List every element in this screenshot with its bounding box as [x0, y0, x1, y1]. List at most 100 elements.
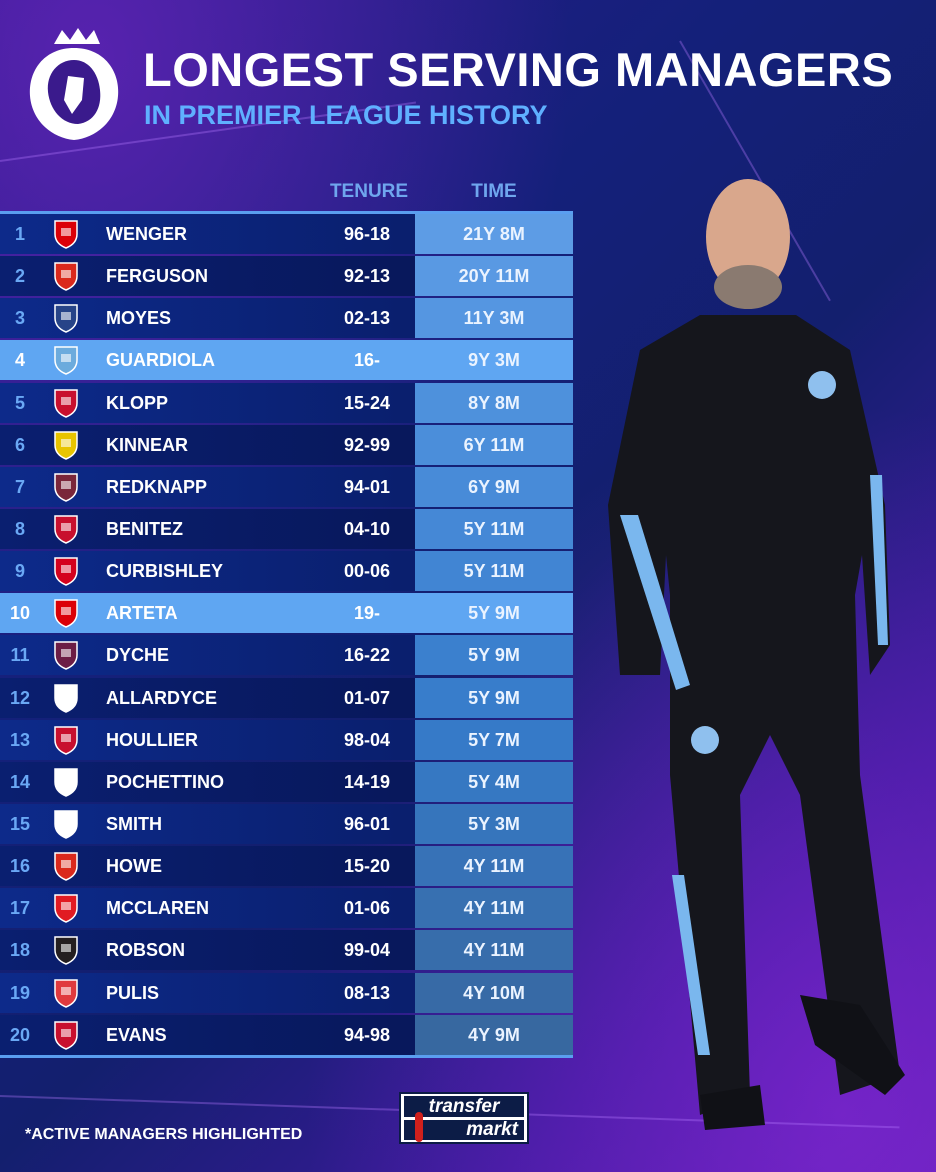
rank: 10 — [9, 603, 31, 624]
time-served: 5Y 9M — [415, 677, 573, 718]
rank: 7 — [14, 476, 26, 497]
tenure: 99-04 — [343, 940, 391, 961]
time-served: 9Y 3M — [468, 350, 520, 371]
arsenal-crest-icon — [54, 599, 78, 629]
rank: 1 — [14, 224, 26, 244]
footnote: *ACTIVE MANAGERS HIGHLIGHTED — [25, 1126, 303, 1143]
charlton-crest-icon — [54, 557, 78, 586]
table-row: 8 BENITEZ 04-10 5Y 11M — [0, 508, 573, 549]
table-row: 3 MOYES 02-13 11Y 3M — [0, 298, 573, 339]
table-row: 12 ALLARDYCE 01-07 5Y 9M — [0, 677, 573, 718]
time-served: 20Y 11M — [415, 256, 573, 297]
manager-name: POCHETTINO — [106, 771, 225, 792]
bolton-crest-icon — [54, 683, 78, 713]
table-row: 6 KINNEAR 92-99 6Y 11M — [0, 424, 573, 465]
table-row: 5 KLOPP 15-24 8Y 8M — [0, 382, 573, 423]
manager-name: PULIS — [106, 982, 160, 1003]
player-figure-icon — [415, 1112, 423, 1142]
man-city-crest-icon — [54, 346, 78, 376]
manager-name: SMITH — [106, 813, 162, 834]
rank: 14 — [9, 771, 31, 792]
table-row: 4 GUARDIOLA 16- 9Y 3M — [0, 340, 573, 381]
tenure: 08-13 — [343, 982, 391, 1003]
rank: 13 — [9, 729, 31, 750]
manager-name: GUARDIOLA — [106, 350, 215, 371]
liverpool-crest-icon — [54, 1020, 78, 1050]
liverpool-crest-icon — [54, 388, 78, 418]
page-subtitle: IN PREMIER LEAGUE HISTORY — [144, 100, 548, 130]
tenure: 04-10 — [343, 518, 391, 539]
table-row: 11 DYCHE 16-22 5Y 9M — [0, 635, 573, 676]
rank: 11 — [10, 645, 30, 666]
rank: 18 — [9, 940, 31, 961]
time-served: 4Y 10M — [415, 972, 573, 1013]
manager-name: ROBSON — [106, 940, 186, 961]
newcastle-crest-icon — [54, 936, 78, 966]
rank: 16 — [9, 856, 31, 877]
arsenal-crest-icon — [54, 220, 78, 249]
manager-name: ARTETA — [106, 603, 178, 624]
page-title: LONGEST SERVING MANAGERS — [143, 43, 894, 96]
rank: 3 — [14, 308, 26, 329]
manager-name: MOYES — [106, 308, 172, 329]
wimbledon-crest-icon — [54, 430, 78, 460]
table-row: 15 SMITH 96-01 5Y 3M — [0, 803, 573, 844]
table-row: 16 HOWE 15-20 4Y 11M — [0, 846, 573, 887]
table-row: 19 PULIS 08-13 4Y 10M — [0, 972, 573, 1013]
tottenham-crest-icon — [54, 768, 78, 797]
table-row: 18 ROBSON 99-04 4Y 11M — [0, 930, 573, 971]
rank: 20 — [9, 1024, 31, 1045]
tenure: 94-01 — [343, 476, 391, 497]
manager-name: KLOPP — [106, 392, 169, 413]
manager-name: DYCHE — [106, 645, 170, 666]
manager-name: MCCLAREN — [106, 898, 209, 919]
rank: 5 — [14, 392, 26, 413]
time-served: 5Y 4M — [415, 761, 573, 802]
column-header-tenure: TENURE — [329, 181, 409, 202]
transfermarkt-logo: transfer markt — [399, 1092, 529, 1144]
table-row: 10 ARTETA 19- 5Y 9M — [0, 593, 573, 634]
rank: 19 — [9, 982, 31, 1003]
tenure: 15-24 — [343, 392, 391, 413]
time-served: 4Y 11M — [415, 846, 573, 887]
manager-name: HOWE — [106, 856, 162, 877]
manager-name: REDKNAPP — [106, 476, 208, 497]
manager-name: FERGUSON — [106, 266, 209, 287]
middlesbrough-crest-icon — [54, 894, 78, 924]
table-row: 14 POCHETTINO 14-19 5Y 4M — [0, 761, 573, 802]
time-served: 6Y 11M — [415, 424, 573, 465]
brand-line2: markt — [404, 1120, 524, 1140]
rank: 12 — [9, 687, 31, 708]
tenure: 16-22 — [343, 645, 391, 666]
table-row: 13 HOULLIER 98-04 5Y 7M — [0, 719, 573, 760]
time-served: 11Y 3M — [415, 298, 573, 339]
bournemouth-crest-icon — [54, 852, 78, 881]
manager-name: WENGER — [106, 224, 187, 244]
manager-photo — [608, 179, 905, 1130]
premier-league-logo — [29, 28, 119, 140]
time-served: 21Y 8M — [415, 214, 573, 254]
tenure: 14-19 — [343, 771, 391, 792]
time-served: 5Y 11M — [415, 508, 573, 549]
manager-name: BENITEZ — [106, 518, 184, 539]
table-row: 20 EVANS 94-98 4Y 9M — [0, 1014, 573, 1055]
tenure: 92-99 — [343, 434, 391, 455]
table-row: 2 FERGUSON 92-13 20Y 11M — [0, 256, 573, 297]
rank: 15 — [9, 813, 31, 834]
brand-line1: transfer — [404, 1096, 524, 1117]
derby-crest-icon — [54, 810, 78, 839]
time-served: 5Y 11M — [415, 551, 573, 592]
rank: 6 — [14, 434, 26, 455]
west-ham-crest-icon — [54, 473, 78, 502]
time-served: 4Y 11M — [415, 888, 573, 929]
table-row: 9 CURBISHLEY 00-06 5Y 11M — [0, 551, 573, 592]
manager-name: CURBISHLEY — [106, 561, 224, 582]
time-served: 5Y 3M — [415, 803, 573, 844]
tenure: 16- — [353, 350, 381, 371]
time-served: 8Y 8M — [415, 382, 573, 423]
time-served: 5Y 9M — [415, 635, 573, 676]
tenure: 15-20 — [343, 856, 391, 877]
time-served: 5Y 9M — [468, 603, 520, 624]
liverpool-crest-icon — [54, 515, 78, 544]
rank: 17 — [9, 898, 31, 919]
